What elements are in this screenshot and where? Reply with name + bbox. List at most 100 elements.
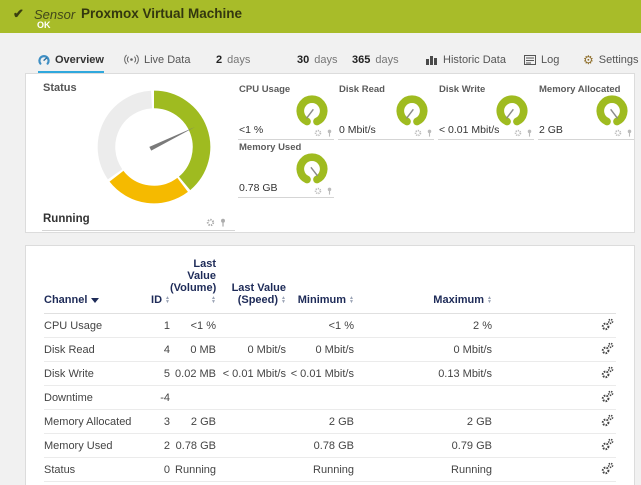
cell-channel: Status	[44, 457, 140, 482]
sensor-title: Proxmox Virtual Machine	[81, 6, 243, 21]
pin-icon[interactable]	[526, 129, 533, 137]
sort-icon: ▲ ▼	[211, 295, 216, 306]
pin-icon[interactable]	[219, 218, 227, 227]
column-header-channel[interactable]: Channel	[44, 258, 140, 314]
cell-minimum: Running	[286, 457, 354, 482]
cell-minimum: < 0.01 Mbit/s	[286, 361, 354, 386]
channel-settings-gears-icon[interactable]	[601, 390, 614, 403]
gauge-value: 0.78 GB	[239, 182, 278, 194]
cell-channel: Disk Write	[44, 361, 140, 386]
cell-last-value-volume: 0.02 MB	[170, 361, 216, 386]
status-value: Running	[43, 213, 90, 225]
tab-30-days[interactable]: 30 days	[297, 53, 338, 66]
cell-last-value-speed: 0 Mbit/s	[216, 337, 286, 362]
tab-log[interactable]: Log	[524, 48, 559, 71]
gauge-gear-icon[interactable]	[414, 129, 422, 137]
column-header-minimum[interactable]: Minimum ▲ ▼	[286, 258, 354, 314]
column-header-id[interactable]: ID ▲ ▼	[140, 258, 170, 314]
overview-gauge-icon	[38, 54, 50, 66]
log-list-icon	[524, 54, 536, 65]
channel-settings-gears-icon[interactable]	[601, 438, 614, 451]
table-row: Memory Allocated 3 2 GB 2 GB 2 GB	[44, 409, 616, 434]
cell-maximum: 0.13 Mbit/s	[354, 361, 492, 386]
tab-2-days[interactable]: 2 days	[216, 53, 251, 66]
gauge-gear-icon[interactable]	[514, 129, 522, 137]
cell-minimum: 0 Mbit/s	[286, 337, 354, 362]
table-row: Memory Used 2 0.78 GB 0.78 GB 0.79 GB	[44, 433, 616, 458]
cell-id: 1	[140, 313, 170, 338]
cell-minimum: 2 GB	[286, 409, 354, 434]
tab-365-days[interactable]: 365 days	[352, 53, 399, 66]
tab-historic-data[interactable]: Historic Data	[426, 48, 506, 71]
pin-icon[interactable]	[426, 129, 433, 137]
cell-last-value-speed: < 0.01 Mbit/s	[216, 361, 286, 386]
sensor-status-text: OK	[37, 20, 51, 30]
column-header-last-value-speed[interactable]: Last Value (Speed) ▲ ▼	[216, 258, 286, 314]
pin-icon[interactable]	[326, 129, 333, 137]
cell-last-value-volume	[170, 385, 216, 410]
cell-last-value-volume: 2 GB	[170, 409, 216, 434]
cell-channel: CPU Usage	[44, 313, 140, 338]
cell-last-value-speed	[216, 433, 286, 458]
cell-last-value-speed	[216, 385, 286, 410]
cell-id: 5	[140, 361, 170, 386]
gauge-label: CPU Usage	[239, 84, 291, 95]
sort-icon: ▲ ▼	[487, 295, 492, 306]
gauge-gear-icon[interactable]	[614, 129, 622, 137]
table-row: Status 0 Running Running Running	[44, 457, 616, 482]
gauge-label: Disk Write	[439, 84, 486, 95]
gauge-gear-icon[interactable]	[206, 218, 215, 227]
channel-settings-gears-icon[interactable]	[601, 342, 614, 355]
ok-check-icon: ✔	[13, 6, 24, 21]
gauge-cell-cpu-usage: CPU Usage <1 %	[238, 84, 334, 140]
gauge-value: < 0.01 Mbit/s	[439, 124, 500, 136]
table-header-row: Channel ID ▲ ▼ Last Value (Volume) ▲ ▼ Last …	[44, 258, 616, 314]
cell-channel: Memory Used	[44, 433, 140, 458]
tab-settings[interactable]: ⚙ Settings	[583, 52, 639, 67]
tab-live-data[interactable]: Live Data	[124, 48, 190, 71]
tab-overview[interactable]: Overview	[38, 48, 104, 74]
channel-settings-gears-icon[interactable]	[601, 414, 614, 427]
channel-settings-gears-icon[interactable]	[601, 318, 614, 331]
column-header-last-value-volume[interactable]: Last Value (Volume) ▲ ▼	[170, 258, 216, 314]
gauge-value: <1 %	[239, 124, 264, 136]
gauge-label: Memory Used	[239, 142, 302, 153]
disk-write-gauge	[496, 95, 528, 126]
cell-last-value-volume: Running	[170, 457, 216, 482]
cell-maximum	[354, 385, 492, 410]
disk-read-gauge	[396, 95, 428, 126]
channel-settings-gears-icon[interactable]	[601, 462, 614, 475]
channel-table-panel: Channel ID ▲ ▼ Last Value (Volume) ▲ ▼ Last …	[25, 245, 635, 485]
sort-desc-icon	[91, 297, 100, 303]
gauge-value: 2 GB	[539, 124, 563, 136]
gauge-gear-icon[interactable]	[314, 187, 322, 195]
cell-minimum: 0.78 GB	[286, 433, 354, 458]
cell-maximum: Running	[354, 457, 492, 482]
cell-last-value-volume: <1 %	[170, 313, 216, 338]
gauge-gear-icon[interactable]	[314, 129, 322, 137]
gauge-needle	[149, 127, 195, 151]
sensor-status-banner: ✔ Sensor Proxmox Virtual Machine OK	[0, 0, 641, 33]
cell-id: 0	[140, 457, 170, 482]
column-header-maximum[interactable]: Maximum ▲ ▼	[354, 258, 492, 314]
gauge-cell-disk-read: Disk Read 0 Mbit/s	[338, 84, 434, 140]
bar-chart-icon	[426, 55, 438, 65]
pin-icon[interactable]	[626, 129, 633, 137]
channel-settings-gears-icon[interactable]	[601, 366, 614, 379]
gauge-cell-disk-write: Disk Write < 0.01 Mbit/s	[438, 84, 534, 140]
gauge-label: Memory Allocated	[539, 84, 621, 95]
cell-last-value-volume: 0.78 GB	[170, 433, 216, 458]
cell-minimum: <1 %	[286, 313, 354, 338]
settings-gear-icon: ⚙	[583, 52, 594, 67]
cell-channel: Disk Read	[44, 337, 140, 362]
column-header-actions	[492, 258, 616, 314]
memory-used-gauge	[296, 153, 328, 184]
divider	[42, 230, 235, 231]
cell-minimum	[286, 385, 354, 410]
cell-id: -4	[140, 385, 170, 410]
gauge-cell-memory-allocated: Memory Allocated 2 GB	[538, 84, 634, 140]
cell-last-value-speed	[216, 409, 286, 434]
pin-icon[interactable]	[326, 187, 333, 195]
cell-id: 4	[140, 337, 170, 362]
gauge-label: Disk Read	[339, 84, 385, 95]
